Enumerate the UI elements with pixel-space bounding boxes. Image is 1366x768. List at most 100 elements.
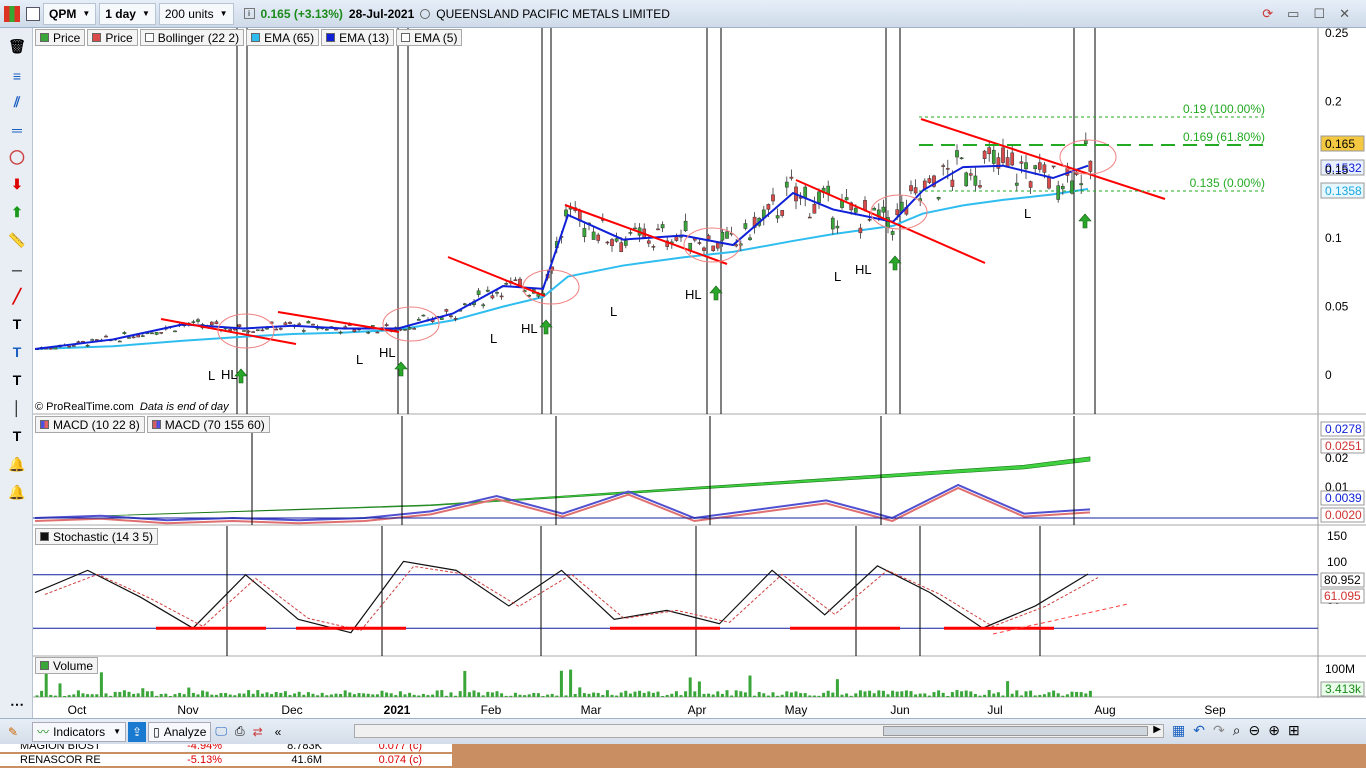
legend-volume[interactable]: Volume: [35, 657, 99, 674]
trend-line: [277, 311, 400, 333]
share-icon[interactable]: ⇪: [128, 721, 147, 742]
time-scrollbar[interactable]: ▶: [354, 724, 1164, 738]
trendline-icon[interactable]: ╱: [12, 287, 22, 304]
swing-annotation: HL: [855, 262, 872, 277]
legend-macd-fast[interactable]: MACD (10 22 8): [35, 416, 145, 433]
analyze-button[interactable]: ▯ Analyze: [148, 721, 212, 742]
volume-bar: [320, 692, 324, 697]
indicators-button[interactable]: 〰 Indicators ▼: [32, 721, 127, 742]
refresh-icon[interactable]: ⟳: [1262, 5, 1274, 21]
text-tool-icon-3[interactable]: T: [12, 428, 22, 444]
volume-bar: [104, 693, 108, 697]
candle-body: [90, 339, 95, 341]
volume-bar: [983, 694, 987, 697]
highlight-ellipse: [217, 313, 275, 349]
radio-icon[interactable]: [420, 8, 431, 19]
text-box-icon[interactable]: T: [12, 344, 22, 360]
print-icon[interactable]: ⎙: [234, 724, 245, 738]
more-icon[interactable]: ⋯: [10, 695, 24, 712]
candle-body: [982, 150, 987, 159]
calendar-icon[interactable]: ▦: [1172, 722, 1186, 738]
candle-body: [228, 328, 233, 331]
legend-macd-slow[interactable]: MACD (70 155 60): [146, 416, 270, 433]
scroll-left-icon[interactable]: «: [274, 724, 282, 739]
swing-annotation: HL: [221, 367, 238, 382]
volume-bar: [799, 693, 803, 697]
value-label: 0.0039: [1325, 491, 1362, 505]
volume-bar: [693, 691, 697, 697]
export-icon[interactable]: ⇄: [252, 724, 263, 739]
zoom-reset-icon[interactable]: ⊞: [1288, 722, 1300, 738]
text-tool-icon[interactable]: T: [12, 316, 22, 332]
alert-bell-icon[interactable]: 🔔: [8, 455, 26, 472]
scrollbar-thumb[interactable]: [883, 726, 1148, 736]
volume-bar: [279, 692, 283, 697]
candle-body: [1079, 183, 1084, 186]
candle-body: [1083, 140, 1088, 144]
alert-edit-icon[interactable]: 🔔: [8, 483, 26, 500]
hline-icon[interactable]: ═: [12, 122, 22, 138]
info-icon[interactable]: i: [243, 8, 255, 19]
volume-bar: [886, 694, 890, 697]
legend-swatch: [40, 33, 49, 42]
quote-date: 28-Jul-2021: [348, 6, 415, 21]
candle-body: [720, 232, 725, 241]
grid-icon[interactable]: [26, 6, 40, 21]
undo-icon[interactable]: ↶: [1193, 722, 1205, 738]
legend-item[interactable]: EMA (65): [246, 29, 320, 46]
legend-swatch: [326, 33, 336, 42]
text-tool-icon-2[interactable]: T: [12, 372, 22, 388]
legend-item[interactable]: EMA (13): [321, 29, 395, 46]
close-icon[interactable]: ✕: [1339, 5, 1350, 21]
volume-bar: [785, 691, 789, 697]
candle-body: [173, 330, 177, 333]
candle-body: [895, 209, 900, 216]
timeframe-value: 1 day: [105, 6, 136, 21]
trash-icon[interactable]: 🗑: [8, 37, 26, 54]
ellipse-icon[interactable]: ◯: [9, 147, 25, 164]
minimize-icon[interactable]: ▭: [1287, 5, 1300, 21]
screen-icon[interactable]: 🖵: [215, 724, 227, 738]
candle-body: [283, 322, 288, 325]
candle-body: [449, 315, 453, 318]
watchlist-row[interactable]: RENASCOR RE -5.13% 41.6M 0.074 (c): [0, 754, 452, 766]
watchlist-row[interactable]: MAGION BIOST -4.94% 8.783K 0.077 (c): [0, 744, 452, 752]
volume-bar: [325, 695, 329, 697]
candle-body: [159, 332, 164, 334]
volume-bar: [592, 692, 596, 697]
candle-body: [702, 247, 706, 251]
arrow-up-icon[interactable]: ⬆: [11, 203, 23, 220]
legend-item[interactable]: EMA (5): [396, 29, 463, 46]
line-icon[interactable]: ─: [12, 262, 22, 278]
maximize-icon[interactable]: ☐: [1313, 5, 1326, 21]
volume-bar: [697, 681, 701, 697]
zoom-in-icon[interactable]: ⊕: [1268, 722, 1281, 738]
zoom-fit-icon[interactable]: ⌕: [1232, 722, 1241, 738]
zoom-out-icon[interactable]: ⊖: [1248, 722, 1261, 738]
symbol-select[interactable]: QPM ▼: [43, 2, 97, 25]
chevron-down-icon[interactable]: ▼: [113, 727, 122, 736]
arrow-down-icon[interactable]: ⬇: [11, 175, 23, 192]
volume-bar: [615, 695, 619, 697]
legend-item[interactable]: Bollinger (22 2): [139, 29, 245, 46]
channel-icon[interactable]: ⫽: [13, 93, 21, 110]
legend-item[interactable]: Price: [87, 29, 138, 46]
vline-icon[interactable]: │: [12, 400, 22, 416]
fib-line-icon[interactable]: ≡: [12, 68, 22, 84]
candle-body: [117, 340, 122, 343]
volume-bar: [863, 691, 867, 697]
volume-bar: [237, 693, 241, 697]
volume-bar: [891, 690, 895, 697]
watch-change: -5.13%: [187, 754, 222, 766]
pencil-icon[interactable]: ✎: [8, 724, 19, 739]
legend-stochastic[interactable]: Stochastic (14 3 5): [35, 528, 159, 545]
redo-icon[interactable]: ↷: [1212, 722, 1225, 738]
legend-item[interactable]: Price: [35, 29, 86, 46]
chart-area[interactable]: 0.19 (100.00%) 0.169 (61.80%) 0.135 (0.00%…: [33, 26, 1366, 718]
scroll-right-icon[interactable]: ▶: [1153, 724, 1161, 735]
ruler-icon[interactable]: 📏: [8, 231, 26, 248]
units-select[interactable]: 200 units ▼: [158, 2, 234, 25]
candle-body: [444, 309, 449, 312]
timeframe-select[interactable]: 1 day ▼: [99, 2, 156, 25]
chart-canvas[interactable]: 0.19 (100.00%) 0.169 (61.80%) 0.135 (0.00%…: [33, 26, 1366, 718]
